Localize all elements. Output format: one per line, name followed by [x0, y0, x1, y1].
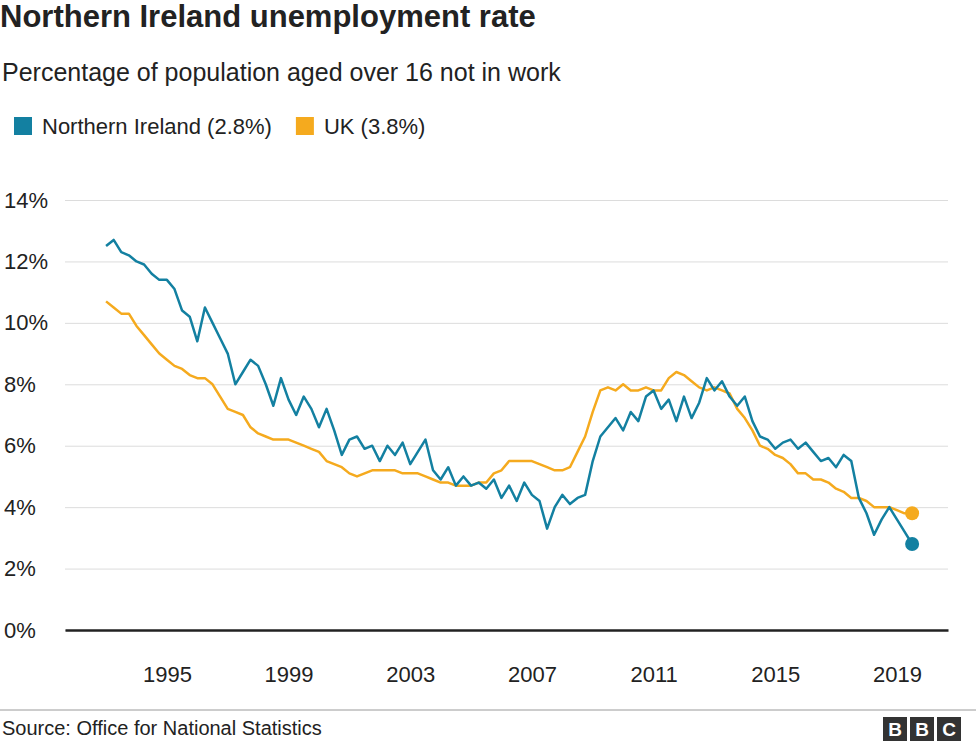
x-tick: 2019 — [873, 630, 922, 687]
legend: Northern Ireland (2.8%) UK (3.8%) — [14, 114, 425, 139]
logo-letter: B — [888, 719, 902, 740]
grid-line — [65, 569, 948, 570]
grid-line — [65, 261, 948, 262]
y-tick: 14% — [4, 188, 948, 213]
y-tick: 10% — [4, 310, 948, 335]
x-tick: 2007 — [508, 630, 557, 687]
end-point — [905, 537, 919, 551]
y-tick-label: 6% — [4, 433, 36, 458]
y-tick-label: 0% — [4, 618, 36, 643]
subtitle: Percentage of population aged over 16 no… — [2, 58, 561, 86]
y-tick: 4% — [4, 495, 948, 520]
x-axis-line — [66, 629, 949, 632]
y-tick-label: 12% — [4, 249, 48, 274]
y-tick: 6% — [4, 433, 948, 458]
grid-line — [65, 384, 948, 385]
grid-line — [65, 630, 948, 631]
x-tick: 2003 — [386, 630, 435, 687]
y-tick-label: 14% — [4, 188, 48, 213]
legend-label: UK (3.8%) — [324, 114, 425, 139]
x-tick: 2011 — [630, 630, 677, 687]
x-tick: 2015 — [751, 630, 800, 687]
y-tick-label: 4% — [4, 495, 36, 520]
y-tick-label: 2% — [4, 556, 36, 581]
x-tick-label: 1995 — [143, 662, 192, 687]
x-tick-label: 2007 — [508, 662, 557, 687]
x-tick-label: 2019 — [873, 662, 922, 687]
logo-letter: B — [915, 719, 929, 740]
x-tick-label: 2011 — [630, 662, 677, 687]
x-tick-label: 2003 — [386, 662, 435, 687]
x-tick: 1999 — [265, 630, 314, 687]
series-line — [106, 240, 912, 544]
logo-block — [937, 717, 961, 741]
legend-swatch — [296, 117, 314, 135]
y-axis: 0% 2% 4% 6% 8% 10% 12% 14% — [4, 188, 948, 643]
x-tick-label: 2015 — [751, 662, 800, 687]
y-tick: 2% — [4, 556, 948, 581]
x-tick: 1995 — [143, 630, 192, 687]
y-tick-label: 8% — [4, 372, 36, 397]
x-tick-label: 1999 — [265, 662, 314, 687]
source: Source: Office for National Statistics — [2, 717, 322, 739]
y-tick: 8% — [4, 372, 948, 397]
plot-area — [106, 240, 919, 551]
footer-rule — [0, 710, 976, 711]
end-point — [905, 506, 919, 520]
title: Northern Ireland unemployment rate — [0, 0, 536, 34]
logo-block — [883, 717, 907, 741]
legend-label: Northern Ireland (2.8%) — [42, 114, 272, 139]
y-tick: 0% — [4, 618, 948, 643]
x-axis: 1995 1999 2003 2007 2011 2015 2019 — [66, 630, 949, 687]
logo-letter: C — [942, 719, 956, 740]
logo: BBC — [883, 717, 961, 741]
grid-line — [65, 446, 948, 447]
logo-block — [910, 717, 934, 741]
legend-swatch — [14, 117, 32, 135]
y-tick: 12% — [4, 249, 948, 274]
grid-line — [65, 323, 948, 324]
grid-line — [65, 507, 948, 508]
series-line — [106, 301, 912, 513]
chart: Northern Ireland unemployment rate Percen… — [0, 0, 976, 749]
y-tick-label: 10% — [4, 310, 48, 335]
grid-line — [65, 200, 948, 201]
